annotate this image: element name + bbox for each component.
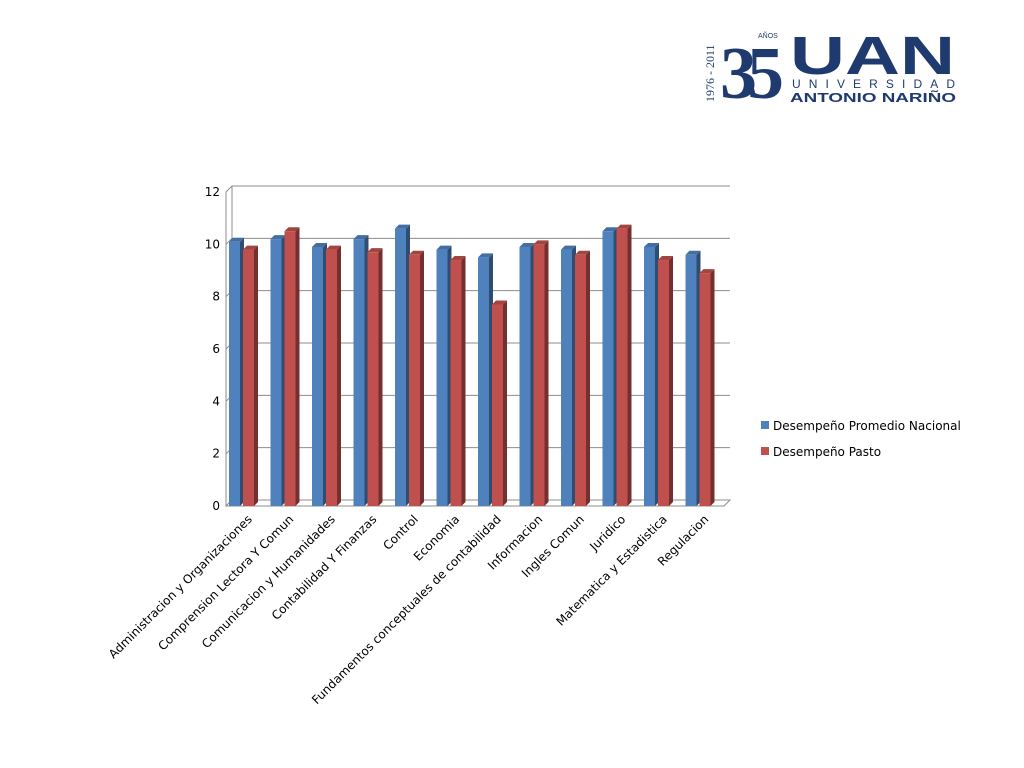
legend: Desempeño Promedio Nacional Desempeño Pa… bbox=[761, 419, 961, 459]
bar-nacional-7 bbox=[519, 242, 535, 506]
bar-nacional-8 bbox=[561, 245, 576, 507]
bar-nacional-1 bbox=[270, 235, 286, 506]
bar-pasto-7 bbox=[533, 240, 549, 507]
x-tick-label: Juridico bbox=[586, 512, 628, 554]
bar-nacional-10 bbox=[644, 242, 659, 506]
bar-pasto-5 bbox=[450, 256, 466, 506]
bar-nacional-3 bbox=[353, 235, 369, 506]
bar-nacional-2 bbox=[312, 242, 327, 506]
bar-nacional-11 bbox=[685, 250, 701, 506]
gridline-connector-12 bbox=[225, 185, 233, 193]
y-tick-label: 8 bbox=[212, 290, 220, 304]
bar-pasto-1 bbox=[284, 227, 300, 506]
bar-nacional-9 bbox=[602, 227, 618, 506]
legend-swatch-nacional bbox=[761, 421, 769, 429]
y-tick-label: 12 bbox=[205, 185, 220, 199]
x-tick-label: Fundamentos conceptuales de contabilidad bbox=[309, 512, 504, 707]
legend-swatch-pasto bbox=[761, 447, 769, 455]
bar-pasto-8 bbox=[575, 250, 590, 506]
bar-nacional-5 bbox=[436, 245, 452, 507]
bar-pasto-4 bbox=[409, 250, 424, 506]
university-logo: 1976 - 2011 35 AÑOS UAN UNIVERSIDAD ANTO… bbox=[703, 26, 956, 108]
bars bbox=[229, 224, 715, 507]
legend-label-pasto: Desempeño Pasto bbox=[773, 445, 881, 459]
legend-label-nacional: Desempeño Promedio Nacional bbox=[773, 419, 961, 433]
bar-pasto-11 bbox=[699, 269, 715, 506]
bar-pasto-9 bbox=[616, 224, 632, 506]
y-tick-label: 0 bbox=[212, 499, 220, 513]
logo-years: 1976 - 2011 bbox=[703, 44, 717, 102]
y-tick-label: 2 bbox=[212, 447, 220, 461]
bar-pasto-3 bbox=[367, 248, 383, 506]
bar-pasto-6 bbox=[492, 300, 507, 506]
logo-acronym: UAN bbox=[790, 26, 955, 86]
gridline-connector-10 bbox=[225, 237, 233, 245]
bar-pasto-10 bbox=[658, 256, 673, 506]
bar-nacional-6 bbox=[478, 253, 493, 506]
y-tick-label: 6 bbox=[212, 342, 220, 356]
y-tick-label: 10 bbox=[205, 237, 220, 251]
bar-pasto-0 bbox=[243, 245, 258, 507]
x-tick-label: Administracion y Organizaciones bbox=[106, 512, 255, 661]
logo-anos: AÑOS bbox=[758, 31, 778, 40]
bar-nacional-0 bbox=[229, 237, 244, 506]
logo-line2: ANTONIO NARIÑO bbox=[790, 90, 956, 105]
x-tick-label: Control bbox=[380, 512, 421, 553]
bar-nacional-4 bbox=[395, 224, 410, 506]
bar-pasto-2 bbox=[326, 245, 341, 507]
y-tick-label: 4 bbox=[212, 394, 220, 408]
